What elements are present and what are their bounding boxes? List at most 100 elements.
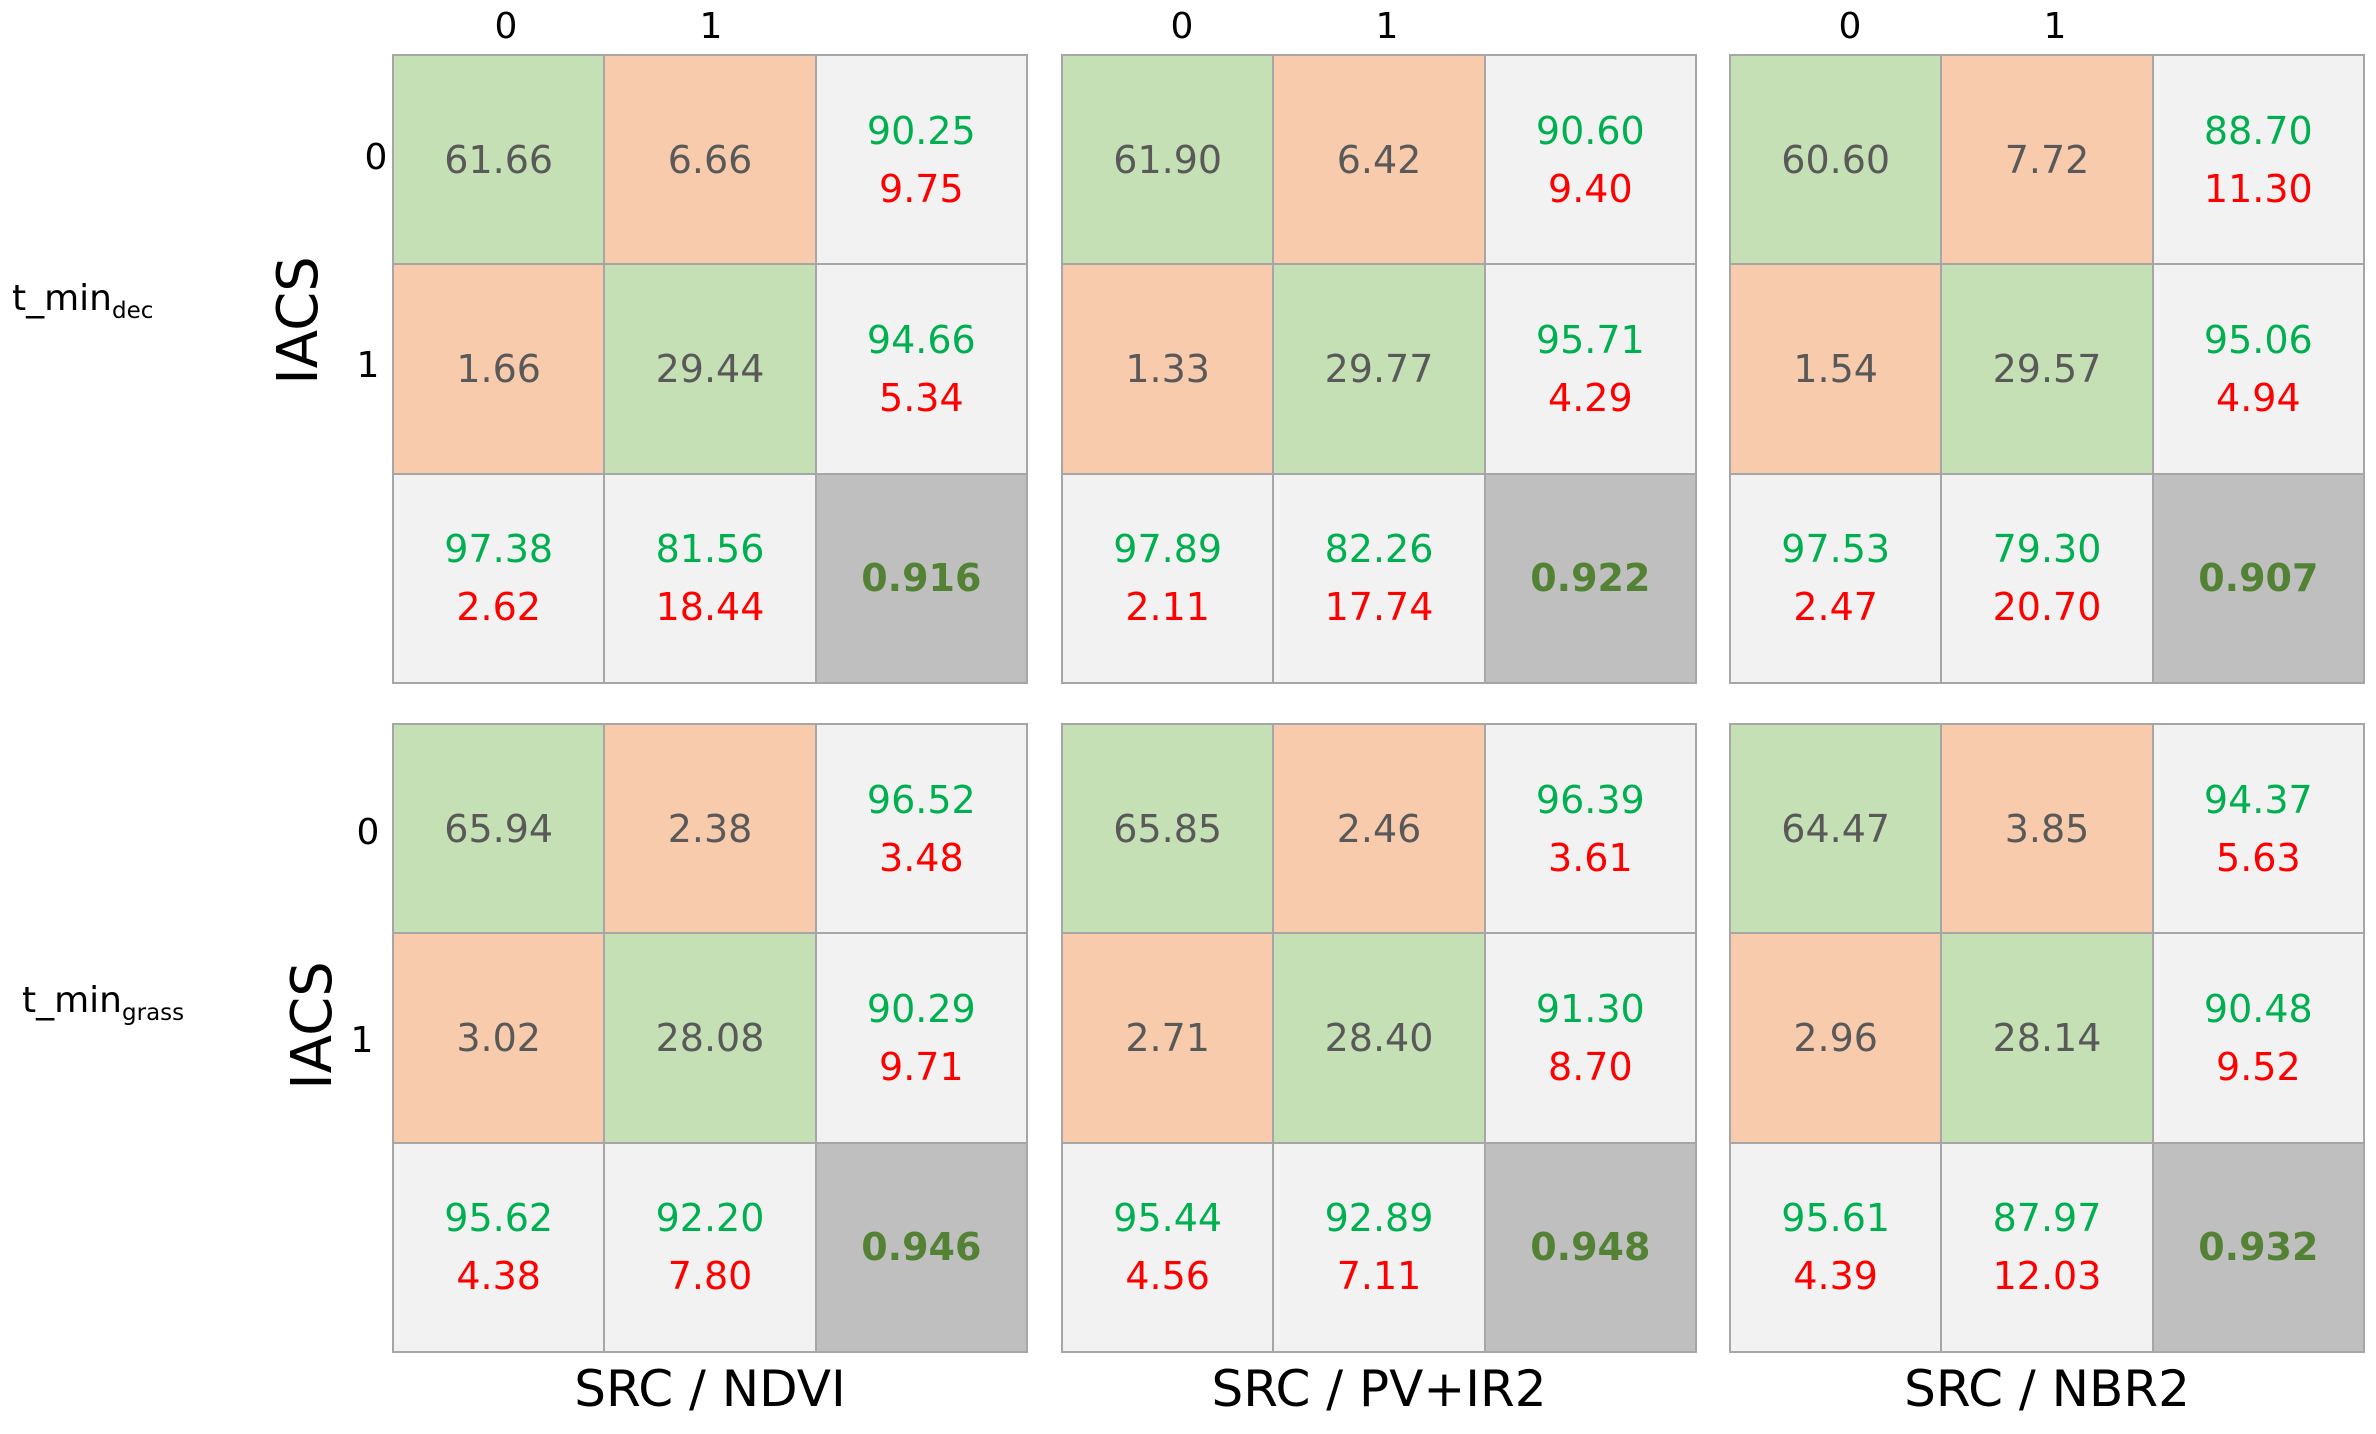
cell-1-1: 29.77 (1274, 265, 1486, 475)
col-stat-1: 79.30 20.70 (1942, 474, 2154, 684)
row-stat-1: 90.48 9.52 (2153, 934, 2365, 1144)
col-stat-0: 97.53 2.47 (1731, 474, 1943, 684)
value: 79.30 (1992, 527, 2102, 572)
value: 7.72 (2004, 137, 2090, 182)
value: 5.63 (2216, 835, 2301, 880)
value: 91.30 (1535, 986, 1645, 1031)
value: 29.77 (1324, 346, 1434, 391)
value: 29.57 (1992, 346, 2102, 391)
row-stat-1: 95.06 4.94 (2153, 265, 2365, 475)
value: 29.44 (655, 346, 765, 391)
row-index-0: 0 (364, 137, 388, 178)
cell-0-1: 3.85 (1942, 725, 2154, 935)
value: 7.80 (667, 1254, 753, 1299)
row-stat-0: 94.37 5.63 (2153, 725, 2365, 935)
value: 61.90 (1113, 137, 1223, 182)
kappa-cell: 0.948 (1485, 1143, 1697, 1353)
col-stat-0: 95.61 4.39 (1731, 1143, 1943, 1353)
value: 3.61 (1548, 835, 1633, 880)
cell-1-0: 1.66 (394, 265, 606, 475)
row-stat-0: 96.39 3.61 (1485, 725, 1697, 935)
value: 4.38 (456, 1254, 541, 1299)
cell-0-1: 6.42 (1274, 56, 1486, 266)
value: 2.38 (667, 806, 753, 851)
value: 90.29 (866, 986, 976, 1031)
value: 4.56 (1125, 1254, 1210, 1299)
cell-1-1: 28.14 (1942, 934, 2154, 1144)
value: 17.74 (1324, 585, 1434, 630)
value: 11.30 (2203, 166, 2313, 211)
kappa-cell: 0.922 (1485, 474, 1697, 684)
value: 92.20 (655, 1196, 765, 1241)
row-stat-1: 95.71 4.29 (1485, 265, 1697, 475)
value: 9.75 (879, 166, 964, 211)
value: 9.71 (879, 1044, 964, 1089)
col-index-1: 1 (2043, 6, 2067, 47)
col-stat-1: 81.56 18.44 (605, 474, 817, 684)
col-index-1: 1 (699, 6, 723, 47)
row-index-1: 1 (350, 1020, 374, 1061)
row-stat-1: 90.29 9.71 (816, 934, 1028, 1144)
value: 97.38 (444, 527, 554, 572)
row-index-1: 1 (356, 345, 380, 386)
value: 87.97 (1992, 1196, 2102, 1241)
value: 92.89 (1324, 1196, 1434, 1241)
value: 2.11 (1125, 585, 1210, 630)
col-stat-0: 97.38 2.62 (394, 474, 606, 684)
cell-0-1: 7.72 (1942, 56, 2154, 266)
value: 0.907 (2198, 556, 2319, 601)
value: 61.66 (444, 137, 554, 182)
cell-0-0: 61.90 (1063, 56, 1275, 266)
value: 6.42 (1336, 137, 1422, 182)
value: 96.52 (866, 777, 976, 822)
value: 97.89 (1113, 527, 1223, 572)
value: 7.11 (1336, 1254, 1422, 1299)
value: 2.71 (1125, 1015, 1210, 1060)
value: 0.932 (2198, 1225, 2319, 1270)
value: 60.60 (1781, 137, 1891, 182)
value: 3.85 (2004, 806, 2090, 851)
cell-1-1: 29.44 (605, 265, 817, 475)
cell-1-1: 29.57 (1942, 265, 2154, 475)
value: 1.66 (456, 346, 541, 391)
cell-0-1: 2.38 (605, 725, 817, 935)
value: 12.03 (1992, 1254, 2102, 1299)
value: 81.56 (655, 527, 765, 572)
col-stat-1: 92.89 7.11 (1274, 1143, 1486, 1353)
col-index-0: 0 (1170, 6, 1194, 47)
value: 4.29 (1548, 375, 1633, 420)
value: 94.37 (2203, 777, 2313, 822)
value: 95.71 (1535, 317, 1645, 362)
value: 65.94 (444, 806, 554, 851)
cell-1-0: 1.33 (1063, 265, 1275, 475)
cell-0-0: 61.66 (394, 56, 606, 266)
value: 28.40 (1324, 1015, 1434, 1060)
iacs-axis-label: IACS (265, 256, 331, 385)
value: 9.52 (2216, 1044, 2301, 1089)
value: 3.02 (456, 1015, 541, 1060)
cell-0-0: 65.94 (394, 725, 606, 935)
col-stat-1: 82.26 17.74 (1274, 474, 1486, 684)
cell-1-1: 28.40 (1274, 934, 1486, 1144)
cell-1-1: 28.08 (605, 934, 817, 1144)
col-index-0: 0 (1838, 6, 1862, 47)
cell-0-0: 64.47 (1731, 725, 1943, 935)
kappa-cell: 0.946 (816, 1143, 1028, 1353)
row-index-0: 0 (356, 812, 380, 853)
value: 4.39 (1793, 1254, 1878, 1299)
value: 8.70 (1548, 1044, 1633, 1089)
value: 0.916 (861, 556, 982, 601)
cell-0-1: 6.66 (605, 56, 817, 266)
col-index-0: 0 (494, 6, 518, 47)
confusion-matrix-0-0: 61.66 6.66 90.25 9.75 1.66 29.44 94.66 5.3… (392, 54, 1028, 684)
value: 0.946 (861, 1225, 982, 1270)
col-stat-0: 95.62 4.38 (394, 1143, 606, 1353)
value: 28.14 (1992, 1015, 2102, 1060)
col-stat-1: 87.97 12.03 (1942, 1143, 2154, 1353)
value: 28.08 (655, 1015, 765, 1060)
value: 95.06 (2203, 317, 2313, 362)
value: 2.46 (1336, 806, 1422, 851)
value: 94.66 (866, 317, 976, 362)
value: 97.53 (1781, 527, 1891, 572)
value: 90.60 (1535, 108, 1645, 153)
